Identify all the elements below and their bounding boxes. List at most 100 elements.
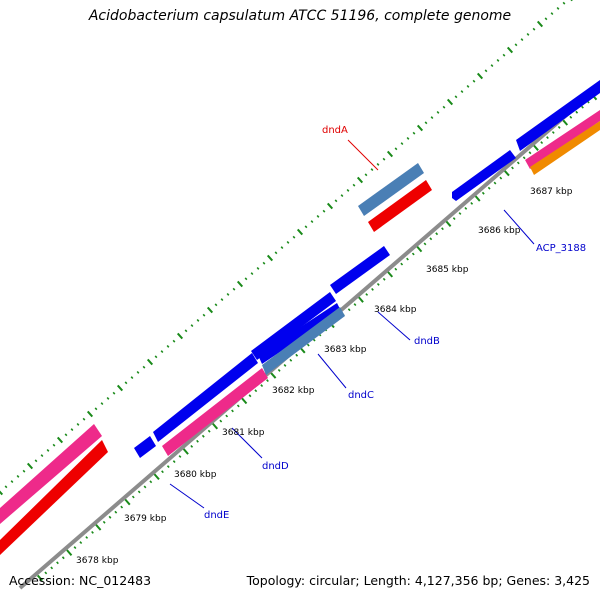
scale-tick xyxy=(94,407,98,411)
scale-tick xyxy=(176,332,184,340)
gene-label-dndE: dndE xyxy=(204,510,229,521)
scale-tick xyxy=(130,376,134,380)
scale-tick xyxy=(296,228,304,236)
scale-tick xyxy=(400,262,404,266)
scale-tick xyxy=(149,480,153,484)
scale-tick xyxy=(120,505,124,509)
outer-tick-row xyxy=(0,0,573,496)
scale-tick xyxy=(442,105,446,109)
scale-tick xyxy=(46,448,50,452)
scale-tick xyxy=(226,292,230,296)
scale-tick xyxy=(82,417,86,421)
scale-tick xyxy=(184,329,188,333)
scale-label: 3687 kbp xyxy=(530,187,573,197)
scale-tick xyxy=(70,428,74,432)
scale-tick xyxy=(4,485,8,489)
gene-label-dndD: dndD xyxy=(262,461,289,472)
scale-tick xyxy=(61,556,65,560)
scale-tick xyxy=(196,439,199,443)
scale-tick xyxy=(416,245,423,253)
scale-tick xyxy=(460,90,464,94)
scale-label: 3681 kbp xyxy=(222,428,265,438)
scale-label: 3679 kbp xyxy=(124,514,167,524)
scale-tick xyxy=(91,530,94,534)
scale-tick xyxy=(394,267,398,271)
scale-tick xyxy=(283,363,287,367)
topology-summary: Topology: circular; Length: 4,127,356 bp… xyxy=(246,573,590,588)
scale-tick xyxy=(503,169,510,177)
scale-tick xyxy=(400,142,404,146)
scale-tick xyxy=(550,12,554,16)
scale-tick xyxy=(116,384,124,392)
scale-tick xyxy=(429,237,433,241)
scale-tick xyxy=(540,141,544,145)
scale-tick xyxy=(85,536,89,539)
scale-tick xyxy=(154,355,158,359)
scale-tick xyxy=(160,350,164,354)
scale-tick xyxy=(411,252,415,256)
scale-tick xyxy=(73,546,77,550)
scale-tick xyxy=(225,414,229,418)
scale-tick xyxy=(423,242,427,246)
scale-tick xyxy=(452,217,456,221)
scale-tick xyxy=(108,515,112,519)
scale-tick xyxy=(370,168,374,172)
scale-tick xyxy=(289,358,293,362)
scale-tick xyxy=(34,459,38,463)
cds-feature xyxy=(516,80,600,151)
scale-tick xyxy=(394,147,398,151)
leader-dndE xyxy=(169,483,205,509)
scale-tick xyxy=(532,144,539,151)
scale-tick xyxy=(458,212,462,215)
scale-tick xyxy=(146,358,154,366)
scale-tick xyxy=(178,455,182,458)
scale-tick xyxy=(464,206,468,210)
scale-tick xyxy=(153,473,160,481)
scale-tick xyxy=(266,254,274,262)
scale-tick xyxy=(182,448,189,455)
scale-tick xyxy=(161,470,164,474)
scale-tick xyxy=(95,524,102,531)
scale-tick xyxy=(292,235,296,239)
scale-tick xyxy=(50,566,54,570)
scale-tick xyxy=(244,277,248,281)
scale-tick xyxy=(365,293,369,296)
scale-tick xyxy=(16,474,20,478)
scale-tick xyxy=(112,391,116,395)
cds-feature xyxy=(134,436,156,458)
scale-tick xyxy=(435,232,439,236)
scale-tick xyxy=(26,462,34,470)
scale-tick xyxy=(142,365,146,369)
gene-label-acp: ACP_3188 xyxy=(536,243,586,254)
scale-tick xyxy=(472,79,476,83)
scale-tick xyxy=(424,121,428,125)
scale-tick xyxy=(347,308,351,312)
cds-forward-track xyxy=(134,80,600,458)
cds-reverse-track xyxy=(258,163,424,375)
scale-tick xyxy=(496,58,500,62)
scale-tick xyxy=(207,429,211,433)
scale-tick xyxy=(190,324,194,328)
scale-tick xyxy=(136,370,140,374)
scale-tick xyxy=(211,422,219,430)
scale-tick xyxy=(201,434,205,438)
scale-tick xyxy=(326,202,334,210)
scale-tick xyxy=(232,287,236,291)
scale-tick xyxy=(522,156,526,160)
leader-dndD xyxy=(231,427,263,459)
scale-tick xyxy=(256,266,260,270)
scale-tick xyxy=(143,485,147,489)
scale-label: 3685 kbp xyxy=(426,265,469,275)
scale-tick xyxy=(569,115,573,119)
scale-label: 3683 kbp xyxy=(324,345,367,355)
scale-tick xyxy=(0,490,4,496)
leader-dndC xyxy=(317,353,347,389)
scale-tick xyxy=(506,46,514,54)
scale-tick xyxy=(214,303,218,307)
scale-tick xyxy=(544,17,548,21)
scale-tick xyxy=(106,396,110,400)
scale-tick xyxy=(561,119,569,126)
scale-tick xyxy=(357,296,364,303)
scale-tick xyxy=(124,498,131,506)
